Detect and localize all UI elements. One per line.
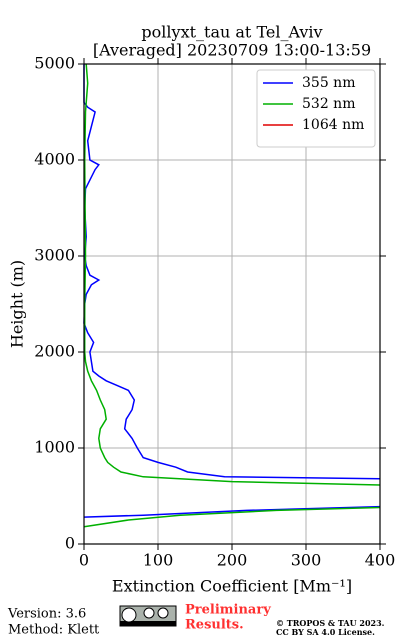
x-tick-label: 200 [217,551,248,570]
x-tick-label: 300 [291,551,322,570]
legend-label: 1064 nm [302,117,364,133]
y-tick-label: 0 [65,534,75,553]
chart-title: pollyxt_tau at Tel_Aviv [141,23,322,42]
x-tick-label: 0 [79,551,89,570]
plot-frame [83,63,381,545]
license: © TROPOS & TAU 2023. [276,618,385,628]
method: Method: Klett [8,623,100,638]
cc-logo [119,605,177,627]
legend-label: 532 nm [302,96,355,112]
notice: Results. [185,618,244,633]
y-tick-label: 1000 [34,438,75,457]
data-line [83,63,381,528]
notice: Preliminary [185,603,271,618]
legend-label: 355 nm [302,75,355,91]
chart-subtitle: [Averaged] 20230709 13:00-13:59 [93,41,371,60]
data-line [83,64,381,518]
x-tick-label: 100 [143,551,174,570]
legend-box [256,69,376,148]
license: CC BY SA 4.0 License. [276,627,375,637]
x-tick-label: 400 [365,551,396,570]
y-tick-label: 4000 [34,150,75,169]
y-tick-label: 5000 [34,54,75,73]
y-tick-label: 3000 [34,246,75,265]
y-axis-label: Height (m) [8,260,27,348]
version: Version: 3.6 [7,607,86,622]
y-tick-label: 2000 [34,342,75,361]
x-axis-label: Extinction Coefficient [Mm⁻¹] [112,577,352,596]
